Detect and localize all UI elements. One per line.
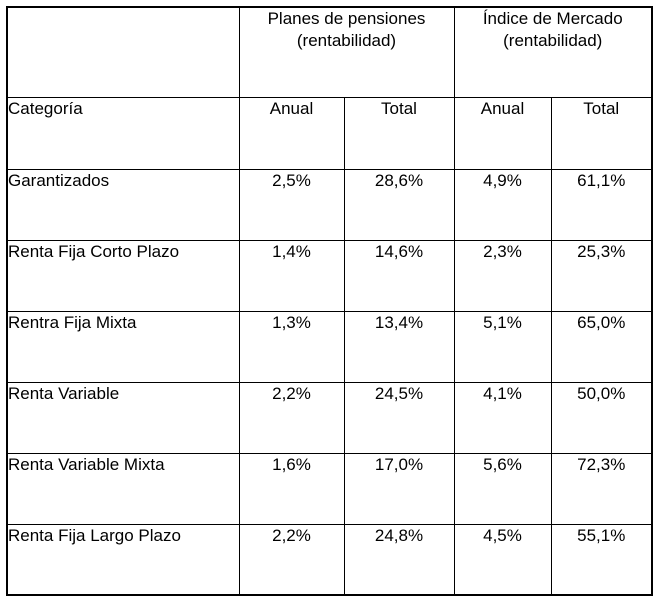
value-cell: 2,2% [238, 523, 345, 596]
value-cell: 2,2% [238, 381, 345, 454]
sub-header-anual-indice: Anual [453, 96, 552, 170]
value-cell: 25,3% [550, 239, 653, 312]
group-header-row: Planes de pensiones (rentabilidad) Índic… [6, 6, 653, 98]
value-cell: 4,5% [453, 523, 552, 596]
pension-returns-table: Planes de pensiones (rentabilidad) Índic… [6, 6, 653, 596]
table-row: Renta Variable 2,2% 24,5% 4,1% 50,0% [6, 381, 653, 454]
table-row: Renta Fija Largo Plazo 2,2% 24,8% 4,5% 5… [6, 523, 653, 596]
category-cell: Renta Fija Corto Plazo [6, 239, 240, 312]
value-cell: 61,1% [550, 168, 653, 241]
value-cell: 1,6% [238, 452, 345, 525]
value-cell: 1,4% [238, 239, 345, 312]
sub-header-total-indice: Total [550, 96, 653, 170]
category-cell: Garantizados [6, 168, 240, 241]
category-cell: Renta Variable Mixta [6, 452, 240, 525]
value-cell: 24,8% [343, 523, 455, 596]
table-row: Garantizados 2,5% 28,6% 4,9% 61,1% [6, 168, 653, 241]
sub-header-total-planes: Total [343, 96, 455, 170]
value-cell: 72,3% [550, 452, 653, 525]
value-cell: 50,0% [550, 381, 653, 454]
category-cell: Renta Fija Largo Plazo [6, 523, 240, 596]
value-cell: 28,6% [343, 168, 455, 241]
value-cell: 5,6% [453, 452, 552, 525]
value-cell: 17,0% [343, 452, 455, 525]
category-cell: Rentra Fija Mixta [6, 310, 240, 383]
group-header-indice-line2: (rentabilidad) [503, 31, 603, 50]
table-row: Renta Fija Corto Plazo 1,4% 14,6% 2,3% 2… [6, 239, 653, 312]
table-row: Rentra Fija Mixta 1,3% 13,4% 5,1% 65,0% [6, 310, 653, 383]
value-cell: 13,4% [343, 310, 455, 383]
table-row: Renta Variable Mixta 1,6% 17,0% 5,6% 72,… [6, 452, 653, 525]
value-cell: 5,1% [453, 310, 552, 383]
value-cell: 2,5% [238, 168, 345, 241]
value-cell: 4,9% [453, 168, 552, 241]
value-cell: 2,3% [453, 239, 552, 312]
value-cell: 4,1% [453, 381, 552, 454]
group-header-indice-line1: Índice de Mercado [482, 9, 623, 28]
value-cell: 55,1% [550, 523, 653, 596]
category-header-cell: Categoría [6, 96, 240, 170]
sub-header-anual-planes: Anual [238, 96, 345, 170]
value-cell: 24,5% [343, 381, 455, 454]
sub-header-row: Categoría Anual Total Anual Total [6, 96, 653, 170]
value-cell: 65,0% [550, 310, 653, 383]
empty-corner-cell [6, 6, 240, 98]
group-header-planes-line2: (rentabilidad) [296, 31, 397, 50]
value-cell: 14,6% [343, 239, 455, 312]
group-header-planes-line1: Planes de pensiones [267, 9, 426, 28]
value-cell: 1,3% [238, 310, 345, 383]
category-cell: Renta Variable [6, 381, 240, 454]
group-header-planes-de-pensiones: Planes de pensiones (rentabilidad) [238, 6, 455, 98]
group-header-indice-de-mercado: Índice de Mercado (rentabilidad) [453, 6, 653, 98]
